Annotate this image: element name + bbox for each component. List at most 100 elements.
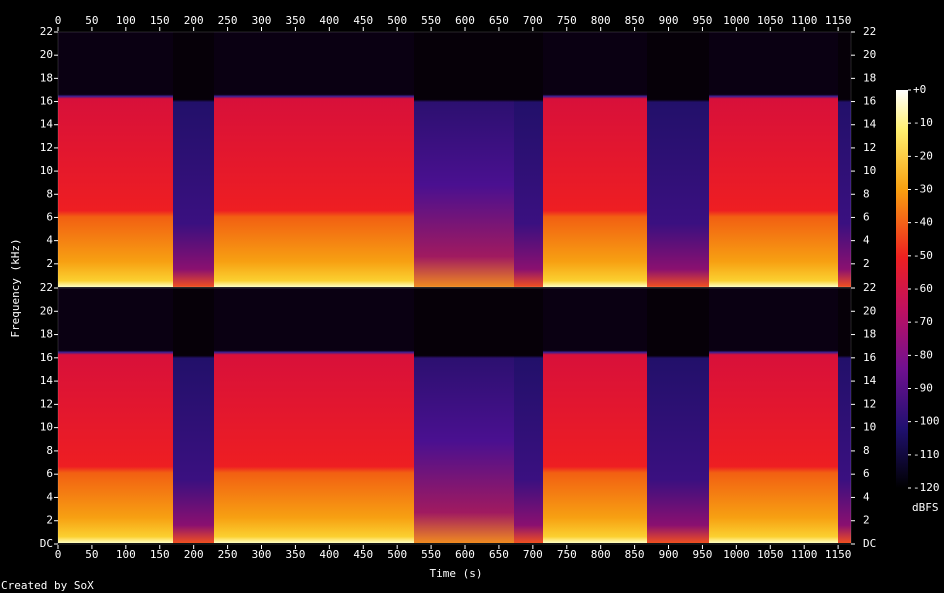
x-tick-label: 950 (693, 14, 713, 27)
colorbar-tick-label: -100 (913, 415, 940, 428)
y-tick-label: 12 (863, 141, 876, 154)
y-tick-label: 18 (863, 71, 876, 84)
colorbar-tick-label: -110 (913, 448, 940, 461)
y-tick-label: 8 (46, 187, 53, 200)
colorbar-tick-label: -30 (913, 183, 933, 196)
y-tick-label: 12 (40, 141, 53, 154)
y-tick-label: 12 (863, 397, 876, 410)
y-tick-label: 16 (863, 95, 876, 108)
y-tick-label: 6 (46, 210, 53, 223)
colorbar-tick-label: -50 (913, 249, 933, 262)
y-tick-label: 4 (46, 490, 53, 503)
y-axis-label: Frequency (kHz) (9, 238, 22, 337)
y-tick-label: 14 (40, 374, 54, 387)
y-tick-label: 18 (40, 71, 53, 84)
y-tick-label: 16 (863, 351, 876, 364)
x-tick-label: 550 (421, 14, 441, 27)
y-tick-label: 8 (863, 187, 870, 200)
y-tick-label: 14 (863, 118, 877, 131)
x-tick-label: 350 (285, 548, 305, 561)
x-tick-label: 700 (523, 548, 543, 561)
y-tick-label: 10 (40, 164, 53, 177)
y-tick-label: 18 (40, 328, 53, 341)
footer: Created by SoX (1, 579, 94, 592)
plot-frame (57, 287, 852, 545)
y-tick-label: 14 (40, 118, 54, 131)
y-tick-label: 4 (46, 234, 53, 247)
y-tick-label: 2 (46, 257, 53, 270)
colorbar-label: dBFS (912, 501, 939, 514)
y-tick-label: 4 (863, 490, 870, 503)
colorbar (896, 90, 908, 488)
colorbar-tick-label: -70 (913, 315, 933, 328)
y-tick-label: 20 (40, 304, 53, 317)
x-tick-label: 450 (353, 14, 373, 27)
y-tick-label: 22 (40, 25, 53, 38)
x-tick-label: 550 (421, 548, 441, 561)
x-tick-label: 500 (387, 14, 407, 27)
x-tick-label: 1100 (791, 14, 818, 27)
y-tick-label: 6 (863, 467, 870, 480)
x-tick-label: 1000 (723, 548, 750, 561)
y-tick-label: 6 (46, 467, 53, 480)
x-tick-label: 650 (489, 14, 509, 27)
y-tick-label: 2 (863, 514, 870, 527)
x-tick-label: 1100 (791, 548, 818, 561)
x-tick-label: 950 (693, 548, 713, 561)
x-tick-label: 600 (455, 14, 475, 27)
x-tick-label: 200 (184, 548, 204, 561)
x-tick-label: 0 (55, 548, 62, 561)
colorbar-tick-label: -120 (913, 481, 940, 494)
colorbar-tick-label: -20 (913, 149, 933, 162)
plot-frame (57, 31, 852, 288)
x-tick-label: 900 (659, 14, 679, 27)
y-tick-label: 20 (40, 48, 53, 61)
colorbar-tick-label: -60 (913, 282, 933, 295)
x-tick-label: 100 (116, 548, 136, 561)
x-tick-label: 1150 (825, 548, 852, 561)
y-tick-label: DC (863, 537, 876, 550)
y-tick-label: 20 (863, 48, 876, 61)
y-tick-label: 20 (863, 304, 876, 317)
x-tick-label: 650 (489, 548, 509, 561)
y-tick-label: 12 (40, 397, 53, 410)
x-tick-label: 50 (85, 548, 98, 561)
x-tick-label: 800 (591, 548, 611, 561)
x-tick-label: 250 (218, 548, 238, 561)
y-tick-label: 2 (46, 514, 53, 527)
x-tick-label: 900 (659, 548, 679, 561)
x-tick-label: 700 (523, 14, 543, 27)
colorbar-tick-label: -10 (913, 116, 933, 129)
x-tick-label: 450 (353, 548, 373, 561)
colorbar-tick-label: -90 (913, 382, 933, 395)
x-tick-label: 300 (252, 14, 272, 27)
x-tick-label: 300 (252, 548, 272, 561)
x-tick-label: 850 (625, 548, 645, 561)
colorbar-tick-label: -40 (913, 216, 933, 229)
x-tick-label: 1050 (757, 14, 784, 27)
y-tick-label: 8 (46, 444, 53, 457)
x-tick-label: 400 (319, 548, 339, 561)
x-tick-label: 150 (150, 548, 170, 561)
x-tick-label: 600 (455, 548, 475, 561)
colorbar-tick-label: -80 (913, 348, 933, 361)
y-tick-label: 10 (40, 421, 53, 434)
x-tick-label: 150 (150, 14, 170, 27)
y-tick-label: 22 (863, 281, 876, 294)
x-tick-label: 800 (591, 14, 611, 27)
spectrogram-channel-1 (58, 32, 851, 287)
y-tick-label: 14 (863, 374, 877, 387)
y-tick-label: 10 (863, 421, 876, 434)
x-tick-label: 750 (557, 548, 577, 561)
y-tick-label: 8 (863, 444, 870, 457)
spectrogram-channel-2 (58, 288, 851, 543)
y-tick-label: DC (40, 537, 53, 550)
y-tick-label: 4 (863, 234, 870, 247)
y-tick-label: 18 (863, 328, 876, 341)
x-tick-label: 100 (116, 14, 136, 27)
x-tick-label: 400 (319, 14, 339, 27)
y-tick-label: 16 (40, 351, 53, 364)
x-tick-label: 1000 (723, 14, 750, 27)
x-tick-label: 500 (387, 548, 407, 561)
